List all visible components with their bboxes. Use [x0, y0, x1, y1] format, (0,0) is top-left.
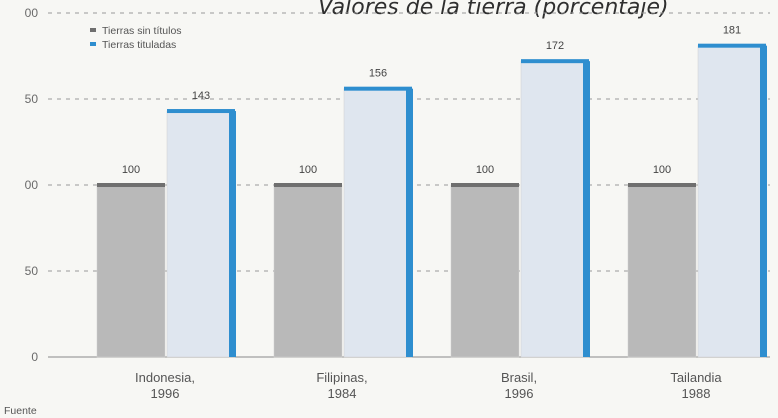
data-labels: 100 143 100 156 100 172 100 181 [122, 25, 741, 176]
data-label: 100 [476, 164, 494, 176]
data-label: 100 [299, 164, 317, 176]
y-tick-label: 00 [25, 178, 39, 192]
legend-swatch-titled [90, 42, 96, 46]
category-label: 1984 [328, 386, 357, 401]
legend-label-titled: Tierras tituladas [102, 39, 176, 51]
bar-cap [344, 86, 412, 91]
y-tick-label: 00 [25, 6, 39, 20]
legend-swatch-untitled [90, 28, 96, 32]
legend: Tierras sin títulos Tierras tituladas [90, 25, 182, 51]
bar-cap [167, 109, 235, 114]
legend-item-untitled: Tierras sin títulos [90, 25, 182, 37]
data-label: 172 [546, 40, 564, 52]
data-label: 181 [723, 25, 741, 37]
category-labels: Indonesia,1996Filipinas,1984Brasil,1996T… [135, 370, 722, 401]
category-label: 1988 [682, 386, 711, 401]
bar-cap [451, 183, 519, 187]
bar-titled [343, 88, 413, 358]
y-tick-label: 50 [25, 264, 39, 278]
bar-untitled [627, 184, 697, 358]
y-axis-ticks: 0 50 00 50 00 [25, 6, 39, 364]
bar-cap [274, 183, 342, 187]
category-label: Indonesia, [135, 370, 195, 385]
bar-side-edge [760, 45, 767, 358]
source-note: Fuente [4, 405, 37, 417]
data-label: 100 [653, 164, 671, 176]
bar-untitled [450, 184, 520, 358]
category-label: 1996 [505, 386, 534, 401]
y-tick-label: 0 [31, 350, 38, 364]
category-label: Tailandia [670, 370, 722, 385]
category-label: Filipinas, [316, 370, 367, 385]
bar-titled [697, 45, 767, 358]
data-label: 143 [192, 90, 210, 102]
bar-untitled [96, 184, 166, 358]
chart-title: Valores de la tierra (porcentaje) [318, 0, 669, 20]
data-label: 156 [369, 68, 387, 80]
bar-cap [698, 43, 766, 48]
bars [96, 43, 767, 358]
bar-untitled [273, 184, 343, 358]
bar-cap [628, 183, 696, 187]
y-tick-label: 50 [25, 92, 39, 106]
data-label: 100 [122, 164, 140, 176]
legend-label-untitled: Tierras sin títulos [102, 25, 182, 37]
bar-side-edge [583, 61, 590, 357]
bar-titled [166, 110, 236, 358]
legend-item-titled: Tierras tituladas [90, 39, 176, 51]
category-label: Brasil, [501, 370, 537, 385]
bar-side-edge [229, 111, 236, 357]
bar-cap [521, 59, 589, 64]
category-label: 1996 [151, 386, 180, 401]
bar-side-edge [406, 88, 413, 358]
bar-cap [97, 183, 165, 187]
bar-titled [520, 60, 590, 358]
